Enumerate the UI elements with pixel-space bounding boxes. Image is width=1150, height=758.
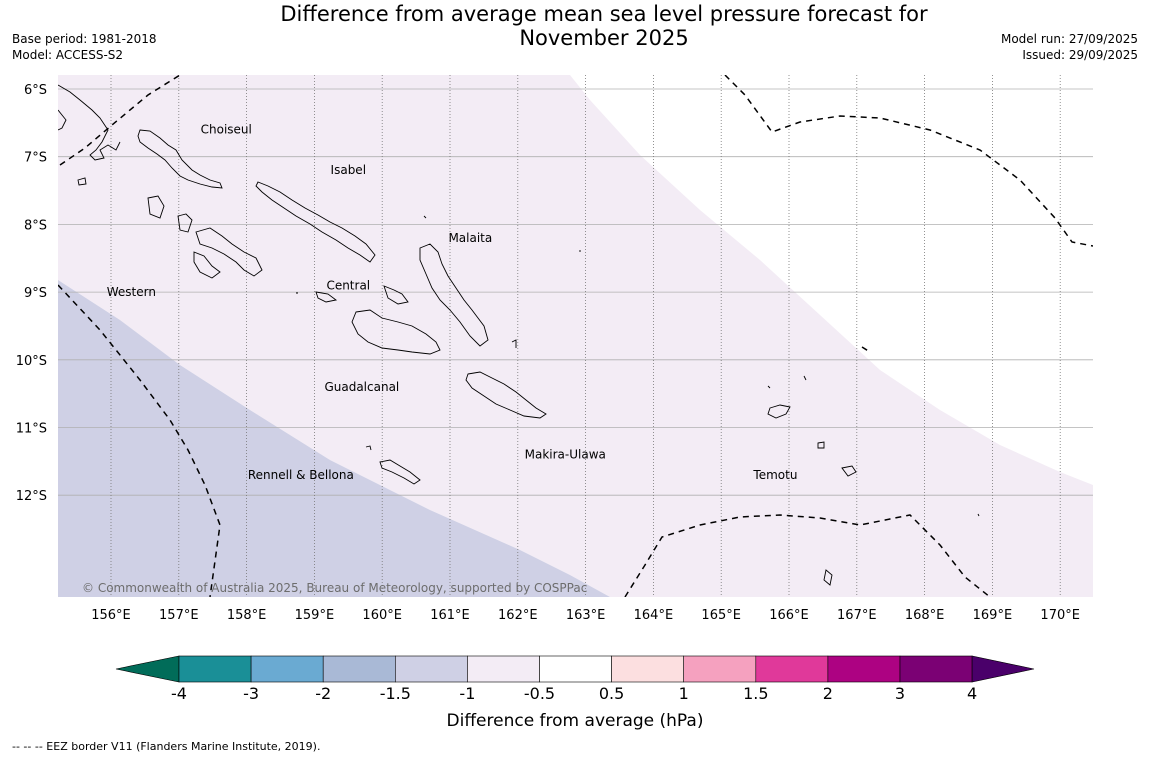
colorbar-segment bbox=[394, 655, 468, 683]
new-georgia-coast bbox=[177, 213, 263, 279]
anomaly-region-minus-1 bbox=[58, 280, 610, 597]
colorbar-segment bbox=[322, 655, 396, 683]
colorbar-tick-label: -1.5 bbox=[380, 684, 411, 703]
lat-tick-label: 7°S bbox=[24, 151, 47, 166]
lat-tick-label: 6°S bbox=[24, 83, 47, 98]
malaita-coast bbox=[419, 243, 489, 347]
graticule bbox=[58, 75, 1093, 597]
colorbar-tick-label: -3 bbox=[243, 684, 259, 703]
colorbar-segment bbox=[178, 655, 252, 683]
longitude-labels: 156°E 157°E 158°E 159°E 160°E 161°E 162°E 163°E… bbox=[91, 608, 1080, 623]
colorbar-tick-label: -4 bbox=[171, 684, 187, 703]
lat-tick-label: 11°S bbox=[16, 422, 47, 437]
region-label: Temotu bbox=[752, 468, 797, 482]
region-label: Western bbox=[107, 285, 156, 299]
lon-tick-label: 160°E bbox=[362, 608, 402, 623]
island-coastlines bbox=[58, 84, 980, 586]
makira-coast bbox=[465, 371, 547, 419]
colorbar-segment bbox=[611, 655, 684, 683]
issued-date: Issued: 29/09/2025 bbox=[1022, 48, 1138, 62]
colorbar-tick-label: 1.5 bbox=[743, 684, 768, 703]
lon-tick-label: 157°E bbox=[159, 608, 199, 623]
chart-title-line2: November 2025 bbox=[519, 26, 689, 50]
colorbar-tick-label: 1 bbox=[679, 684, 689, 703]
pressure-anomaly-fill bbox=[58, 75, 1093, 597]
eez-border-fragment bbox=[861, 346, 871, 353]
lon-tick-label: 161°E bbox=[430, 608, 470, 623]
santa-cruz-coast bbox=[767, 404, 857, 586]
lon-tick-label: 166°E bbox=[769, 608, 809, 623]
lat-tick-label: 8°S bbox=[24, 218, 47, 233]
region-labels: Choiseul Isabel Malaita Western Central Guada… bbox=[107, 123, 798, 482]
colorbar-segment bbox=[827, 655, 901, 683]
region-label: Isabel bbox=[331, 163, 366, 177]
eez-legend: -- -- -- EEZ border V11 (Flanders Marine… bbox=[12, 740, 321, 753]
meta-left: Base period: 1981-2018 Model: ACCESS-S2 bbox=[12, 31, 157, 63]
colorbar-extend-low bbox=[115, 655, 180, 683]
vella-lavella-coast bbox=[147, 195, 165, 219]
colorbar-tick-label: 4 bbox=[967, 684, 977, 703]
colorbar-tick-label: -0.5 bbox=[524, 684, 555, 703]
region-label: Rennell & Bellona bbox=[248, 468, 354, 482]
region-label: Guadalcanal bbox=[324, 380, 399, 394]
colorbar-tick-label: 2 bbox=[823, 684, 833, 703]
model-run: Model run: 27/09/2025 bbox=[1000, 32, 1138, 46]
region-label: Makira-Ulawa bbox=[525, 448, 606, 462]
lon-tick-label: 169°E bbox=[973, 608, 1013, 623]
eez-borders bbox=[58, 75, 1093, 597]
anomaly-region-minus-0-5 bbox=[58, 75, 1093, 597]
isabel-coast bbox=[255, 181, 376, 263]
lon-tick-label: 159°E bbox=[295, 608, 335, 623]
region-label: Choiseul bbox=[201, 123, 252, 137]
colorbar: -4 -3 -2 -1.5 -1 -0.5 0.5 1 1.5 2 3 4 bbox=[115, 655, 1035, 703]
lat-tick-label: 10°S bbox=[16, 354, 47, 369]
colorbar-segment bbox=[683, 655, 757, 683]
lon-tick-label: 170°E bbox=[1040, 608, 1080, 623]
colorbar-segment bbox=[899, 655, 973, 683]
small-islets bbox=[77, 177, 980, 517]
lon-tick-label: 168°E bbox=[905, 608, 945, 623]
colorbar-label: Difference from average (hPa) bbox=[447, 711, 704, 731]
guadalcanal-coast bbox=[351, 309, 441, 355]
lon-tick-label: 163°E bbox=[566, 608, 606, 623]
lon-tick-label: 156°E bbox=[91, 608, 131, 623]
colorbar-tick-label: -2 bbox=[315, 684, 331, 703]
choiseul-coast bbox=[137, 129, 223, 189]
lon-tick-label: 165°E bbox=[701, 608, 741, 623]
colorbar-extend-high bbox=[971, 655, 1035, 683]
lon-tick-label: 164°E bbox=[634, 608, 674, 623]
chart-title-line1: Difference from average mean sea level p… bbox=[280, 2, 928, 26]
eez-border-south-east bbox=[624, 514, 991, 597]
colorbar-segment bbox=[539, 655, 612, 683]
copyright-notice: © Commonwealth of Australia 2025, Bureau… bbox=[82, 581, 587, 595]
meta-right: Model run: 27/09/2025 Issued: 29/09/2025 bbox=[1001, 31, 1138, 63]
chart-title: Difference from average mean sea level p… bbox=[0, 2, 1150, 50]
lat-tick-label: 12°S bbox=[16, 489, 47, 504]
lon-tick-label: 158°E bbox=[227, 608, 267, 623]
colorbar-segment bbox=[250, 655, 324, 683]
png-coast bbox=[58, 84, 121, 161]
eez-border-north-east bbox=[724, 75, 1093, 247]
lon-tick-label: 162°E bbox=[498, 608, 538, 623]
colorbar-tick-label: 3 bbox=[895, 684, 905, 703]
region-label: Central bbox=[326, 278, 370, 292]
colorbar-segment bbox=[467, 655, 540, 683]
rennell-coast bbox=[379, 459, 421, 485]
colorbar-segment bbox=[755, 655, 829, 683]
region-label: Malaita bbox=[448, 231, 492, 245]
lon-tick-label: 167°E bbox=[837, 608, 877, 623]
colorbar-tick-label: 0.5 bbox=[599, 684, 624, 703]
florida-islands-coast bbox=[315, 285, 409, 305]
colorbar-tick-label: -1 bbox=[459, 684, 475, 703]
base-period: Base period: 1981-2018 bbox=[12, 32, 157, 46]
model-name: Model: ACCESS-S2 bbox=[12, 48, 124, 62]
latitude-labels: 6°S 7°S 8°S 9°S 10°S 11°S 12°S bbox=[16, 83, 47, 504]
eez-border-north-west bbox=[59, 75, 181, 166]
lat-tick-label: 9°S bbox=[24, 286, 47, 301]
